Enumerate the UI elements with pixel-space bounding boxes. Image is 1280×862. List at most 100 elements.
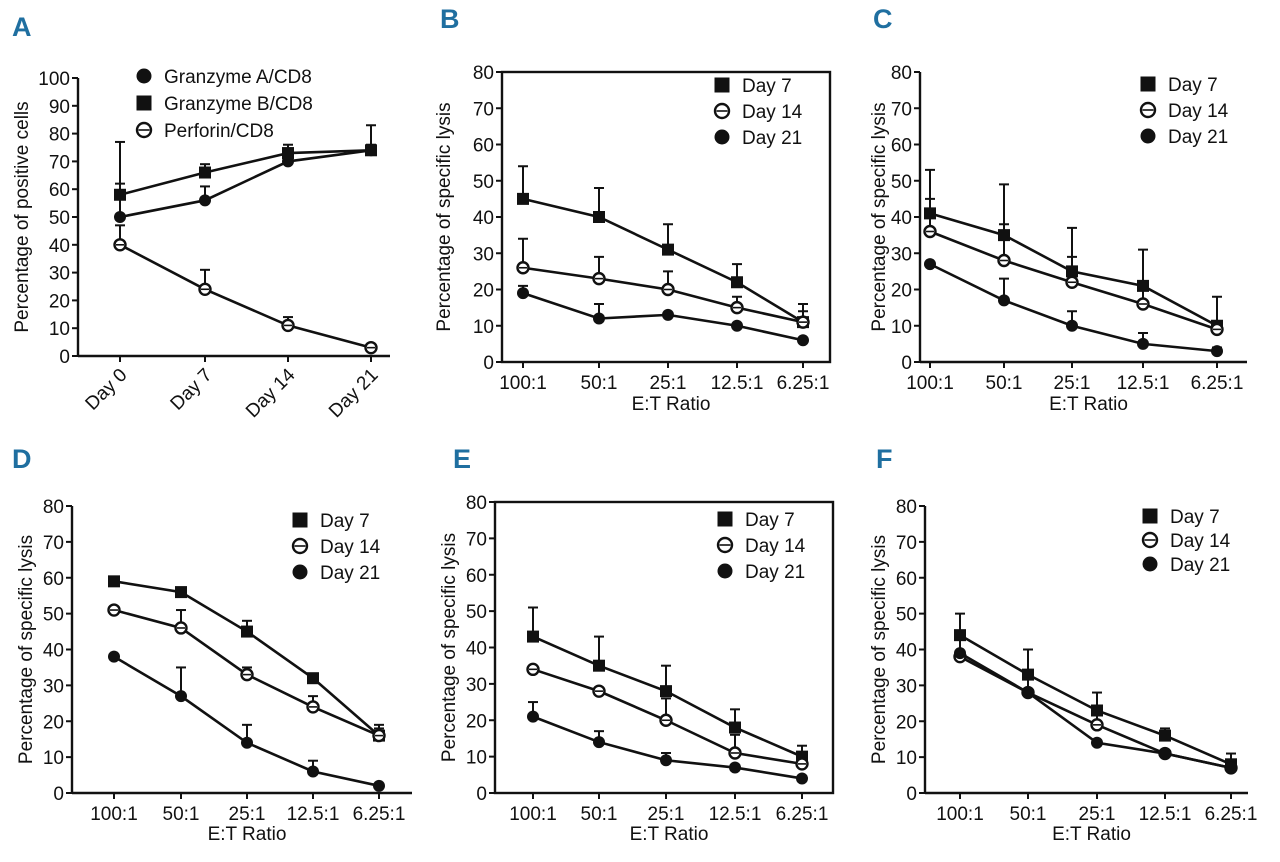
series-c-day-14 <box>923 197 1224 337</box>
legend-label-e: Day 14 <box>745 536 806 557</box>
data-point-c-day-21 <box>998 294 1010 307</box>
data-point-e-day-21 <box>527 710 539 723</box>
y-tick-label-a: 60 <box>49 180 70 201</box>
y-tick-label-d: 30 <box>43 676 64 697</box>
y-tick-label-a: 40 <box>49 236 70 257</box>
y-tick-label-f: 20 <box>896 712 917 733</box>
legend-label-b: Day 21 <box>742 128 802 149</box>
series-b-day-7 <box>517 165 809 329</box>
series-c-day-21 <box>924 258 1223 358</box>
x-tick-label-b: 100:1 <box>499 373 547 394</box>
data-point-b-day-7 <box>731 276 743 289</box>
legend-label-f: Day 21 <box>1170 555 1230 576</box>
legend-marker-b <box>714 77 730 93</box>
legend-marker-d <box>292 564 308 580</box>
y-axis-title-b: Percentage of specific lysis <box>434 102 455 331</box>
y-tick-label-d: 0 <box>53 784 64 805</box>
x-tick-label-e: 100:1 <box>509 804 557 825</box>
y-tick-label-e: 40 <box>466 639 487 660</box>
series-c-day-7 <box>924 168 1223 332</box>
y-tick-label-b: 30 <box>473 244 494 265</box>
y-tick-label-c: 30 <box>891 244 912 265</box>
legend-e: Day 7 Day 14 Day 21 <box>716 510 806 583</box>
series-b-day-21 <box>517 284 809 347</box>
legend-label-d: Day 14 <box>320 537 381 558</box>
x-tick-label-f: 100:1 <box>936 804 984 825</box>
data-point-a-granzyme-b-cd8 <box>282 147 294 160</box>
series-line-a-granzyme-b-cd8 <box>119 148 372 197</box>
x-tick-label-d: 100:1 <box>90 804 138 825</box>
y-tick-label-e: 70 <box>466 529 487 550</box>
x-tick-label-d: 12.5:1 <box>287 804 340 825</box>
series-a-perforin-cd8 <box>113 224 378 355</box>
x-tick-label-c: 6.25:1 <box>1191 373 1244 394</box>
legend-c: Day 7 Day 14 Day 21 <box>1139 75 1229 148</box>
data-point-a-granzyme-b-cd8 <box>114 188 126 201</box>
legend-a: Granzyme A/CD8 Granzyme B/CD8 Perforin/CD8 <box>135 67 313 142</box>
chart-panel-c: C 0 10 20 30 40 50 60 70 80 100:1 50:1 25:1 12.5:1 6.2… <box>869 4 1247 415</box>
y-axis-title-a: Percentage of positive cells <box>12 101 33 332</box>
y-tick-label-b: 80 <box>473 63 494 84</box>
x-tick-label-f: 50:1 <box>1010 804 1047 825</box>
data-point-d-day-7 <box>307 672 319 685</box>
series-b-day-14 <box>516 237 810 329</box>
data-point-b-day-21 <box>593 312 605 325</box>
y-tick-label-d: 40 <box>43 641 64 662</box>
legend-f: Day 7 Day 14 Day 21 <box>1141 507 1231 576</box>
y-tick-label-e: 0 <box>476 784 487 805</box>
series-f-day-21 <box>954 647 1237 774</box>
y-tick-label-d: 50 <box>43 605 64 626</box>
legend-label-d: Day 7 <box>320 511 370 532</box>
x-tick-label-b: 12.5:1 <box>711 373 764 394</box>
panel-letter-e: E <box>453 444 471 474</box>
y-tick-label-c: 60 <box>891 136 912 157</box>
legend-label-e: Day 7 <box>745 510 795 531</box>
data-point-d-day-21 <box>241 736 253 749</box>
legend-d: Day 7 Day 14 Day 21 <box>291 511 381 584</box>
y-tick-label-e: 80 <box>466 493 487 514</box>
y-tick-label-a: 70 <box>49 152 70 173</box>
y-tick-label-b: 40 <box>473 208 494 229</box>
y-tick-label-f: 10 <box>896 748 917 769</box>
y-tick-label-b: 10 <box>473 317 494 338</box>
legend-label-d: Day 21 <box>320 563 380 584</box>
x-axis-title-b: E:T Ratio <box>632 394 711 415</box>
legend-label-a: Granzyme A/CD8 <box>164 67 312 88</box>
y-tick-label-d: 60 <box>43 569 64 590</box>
chart-panel-f: F 0 10 20 30 40 50 60 70 80 100:1 50:1 25:1 12.5:1 6.2… <box>869 444 1257 845</box>
data-point-b-day-7 <box>593 211 605 223</box>
y-tick-label-f: 50 <box>896 605 917 626</box>
x-tick-label-c: 12.5:1 <box>1117 373 1170 394</box>
data-point-a-granzyme-a-cd8 <box>114 211 126 223</box>
y-tick-label-d: 10 <box>43 748 64 769</box>
legend-marker-a <box>136 95 152 111</box>
data-point-f-day-21 <box>1159 747 1171 760</box>
y-tick-label-d: 20 <box>43 712 64 733</box>
data-point-c-day-21 <box>1211 345 1223 358</box>
legend-label-b: Day 7 <box>742 76 792 97</box>
x-tick-label-e: 50:1 <box>581 804 618 825</box>
data-point-b-day-21 <box>731 319 743 332</box>
y-tick-label-a: 10 <box>49 319 70 340</box>
data-point-f-day-21 <box>1022 686 1034 699</box>
data-point-a-granzyme-b-cd8 <box>199 166 211 179</box>
y-tick-label-f: 80 <box>896 497 917 518</box>
series-line-a-granzyme-a-cd8 <box>119 148 372 219</box>
chart-panel-a: A 0 10 20 30 40 50 60 70 80 90 100 Day 0 Day 7 Day 14 D… <box>12 12 390 422</box>
data-point-b-day-7 <box>662 243 674 256</box>
y-axis-title-d: Percentage of specific lysis <box>16 535 37 764</box>
y-tick-label-b: 0 <box>483 353 494 374</box>
y-tick-label-f: 40 <box>896 641 917 662</box>
series-d-day-7 <box>108 575 385 742</box>
y-tick-label-a: 80 <box>49 125 70 146</box>
legend-marker-c <box>1140 128 1156 144</box>
y-axis-title-c: Percentage of specific lysis <box>869 102 890 331</box>
y-tick-label-c: 40 <box>891 208 912 229</box>
x-tick-label-e: 12.5:1 <box>709 804 762 825</box>
data-point-d-day-7 <box>241 625 253 638</box>
data-point-f-day-21 <box>1091 736 1103 749</box>
y-tick-label-c: 50 <box>891 172 912 193</box>
legend-marker-f <box>1142 556 1158 572</box>
x-tick-label-f: 25:1 <box>1079 804 1116 825</box>
